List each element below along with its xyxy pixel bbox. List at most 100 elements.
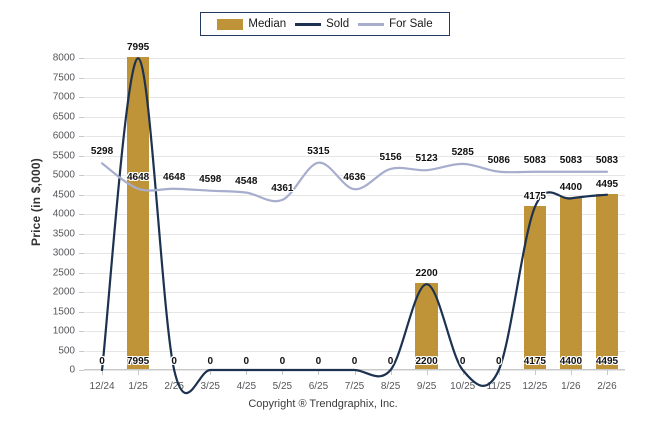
y-tick-label: 6500 (52, 111, 75, 122)
data-label-median: 0 (495, 356, 502, 367)
data-label-median: 0 (315, 356, 322, 367)
x-tick-mark (138, 370, 140, 375)
x-tick-label: 4/25 (236, 381, 257, 392)
y-tick-label: 1000 (52, 325, 75, 337)
y-tick-mark (79, 370, 84, 371)
data-label-for-sale: 5123 (415, 153, 438, 165)
data-label-for-sale: 5298 (90, 146, 114, 158)
data-label-sold: 4495 (595, 178, 619, 190)
data-label-median: 0 (243, 356, 250, 367)
data-label-median: 2200 (415, 356, 438, 367)
y-tick-mark (79, 155, 84, 157)
y-tick-mark (79, 233, 84, 235)
x-tick-label: 12/25 (522, 381, 548, 392)
data-label-median: 4495 (595, 356, 619, 367)
y-tick-label: 3000 (52, 247, 75, 259)
data-label-median: 0 (207, 356, 213, 367)
y-tick-mark (79, 97, 84, 98)
line-for-sale (100, 161, 609, 203)
legend-item-sold[interactable]: Sold (295, 18, 349, 30)
y-tick-mark (79, 77, 84, 79)
y-tick-label: 2000 (52, 286, 75, 298)
data-label-for-sale: 4648 (163, 171, 186, 183)
x-tick-label: 2/25 (164, 381, 184, 392)
data-label-for-sale: 5285 (451, 146, 474, 158)
y-tick-label: 5500 (52, 150, 75, 161)
x-tick-mark (390, 370, 392, 375)
bar-median-2-26[interactable] (595, 193, 619, 369)
legend-label-median: Median (248, 18, 287, 30)
x-tick-mark (426, 370, 428, 375)
x-tick-label: 10/25 (450, 381, 476, 392)
y-tick-mark (79, 58, 84, 59)
x-tick-label: 11/25 (486, 381, 511, 392)
chart-legend: Median Sold For Sale (200, 12, 450, 36)
gridline (84, 331, 625, 332)
y-tick-label: 4500 (52, 189, 75, 200)
data-label-median: 4175 (523, 356, 546, 367)
data-label-for-sale: 4598 (199, 173, 222, 185)
data-label-for-sale: 4636 (343, 172, 366, 184)
y-tick-label: 3500 (52, 228, 75, 239)
data-label-median: 0 (171, 356, 177, 367)
data-label-for-sale: 4361 (271, 182, 294, 194)
gridline (84, 214, 625, 215)
x-tick-label: 2/26 (597, 381, 617, 392)
data-label-for-sale: 5083 (559, 154, 583, 166)
gridline (84, 155, 625, 157)
y-tick-mark (79, 136, 84, 137)
y-tick-mark (79, 311, 84, 313)
data-label-for-sale: 4648 (126, 171, 150, 183)
data-label-median: 4400 (559, 356, 583, 367)
gridline (84, 77, 625, 79)
gridline (84, 116, 625, 118)
x-tick-label: 9/25 (416, 381, 437, 392)
x-tick-mark (210, 370, 212, 375)
y-tick-mark (79, 292, 84, 293)
y-tick-mark (79, 194, 84, 196)
bar-median-9-25[interactable] (415, 283, 438, 369)
x-tick-mark (462, 370, 464, 375)
data-label-sold: 4400 (559, 182, 583, 194)
data-label-for-sale: 5083 (595, 154, 619, 166)
x-tick-label: 6/25 (308, 381, 329, 392)
x-tick-mark (606, 370, 608, 375)
y-tick-label: 2500 (52, 267, 75, 278)
legend-label-for-sale: For Sale (389, 18, 433, 30)
bar-median-1-26[interactable] (559, 197, 583, 369)
data-label-sold: 4175 (523, 191, 546, 203)
data-label-median: 0 (99, 356, 105, 367)
gridline (84, 233, 625, 235)
line-sold (100, 57, 609, 395)
data-label-for-sale: 4548 (235, 175, 258, 187)
y-tick-label: 6000 (52, 130, 75, 142)
x-tick-mark (102, 370, 104, 375)
y-tick-mark (79, 331, 84, 332)
y-tick-label: 1500 (52, 306, 75, 317)
y-tick-label: 500 (58, 345, 75, 356)
data-label-median: 0 (351, 356, 358, 367)
data-label-sold: 7995 (126, 42, 150, 54)
legend-item-for-sale[interactable]: For Sale (358, 18, 433, 30)
bar-swatch-icon (217, 18, 244, 30)
y-tick-mark (79, 272, 84, 274)
gridline (84, 253, 625, 254)
gridline (84, 311, 625, 313)
legend-item-median[interactable]: Median (217, 18, 286, 30)
gridline (84, 194, 625, 196)
x-tick-label: 1/25 (128, 381, 148, 392)
x-tick-mark (354, 370, 356, 375)
gridline (84, 350, 625, 352)
y-tick-label: 7500 (52, 72, 75, 83)
copyright-text: Copyright ® Trendgraphix, Inc. (248, 398, 398, 410)
bar-median-1-25[interactable] (126, 57, 150, 369)
data-label-median: 7995 (126, 356, 150, 367)
gridline (84, 175, 625, 176)
x-tick-label: 7/25 (344, 381, 365, 392)
series-lines (100, 57, 609, 395)
y-tick-label: 0 (69, 364, 75, 376)
bar-median-12-25[interactable] (523, 206, 546, 369)
x-tick-label: 3/25 (200, 381, 220, 392)
y-tick-mark (79, 175, 84, 176)
